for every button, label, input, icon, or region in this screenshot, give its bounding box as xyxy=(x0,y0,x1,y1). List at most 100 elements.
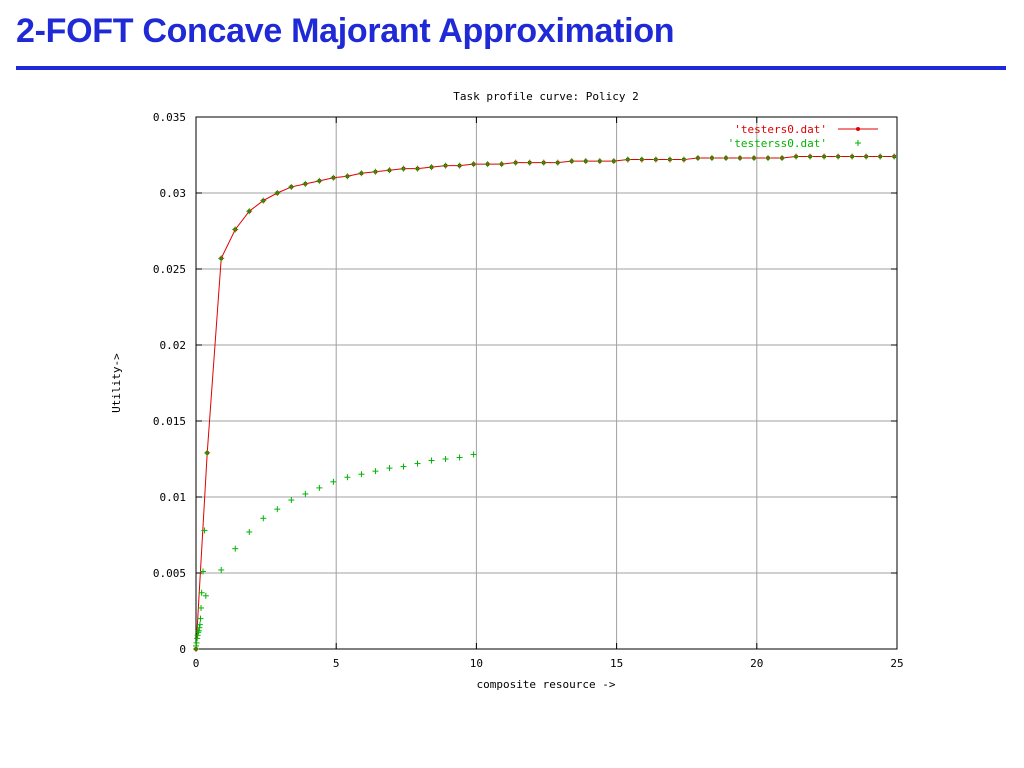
data-point-overlay xyxy=(779,155,786,162)
grid xyxy=(196,117,897,649)
data-point-overlay xyxy=(835,153,842,160)
x-tick-label: 15 xyxy=(610,657,623,670)
axes: 0 5 10 15 20 25 0 0.005 0.01 0.015 0.02 0.025 0.03 0.… xyxy=(153,111,904,670)
data-point xyxy=(194,632,201,639)
data-point-overlay xyxy=(708,155,715,162)
data-point-overlay xyxy=(456,162,463,169)
data-point-overlay xyxy=(302,180,309,187)
series-2 xyxy=(193,451,477,649)
legend-label: 'testers0.dat' xyxy=(734,123,827,136)
data-point-overlay xyxy=(624,156,631,163)
data-point xyxy=(316,484,323,491)
y-tick-label: 0.035 xyxy=(153,111,186,124)
data-point xyxy=(330,478,337,485)
data-point-overlay xyxy=(582,158,589,165)
data-point-overlay xyxy=(863,153,870,160)
data-point xyxy=(201,527,208,534)
chart-title: Task profile curve: Policy 2 xyxy=(453,90,638,103)
data-point xyxy=(193,639,200,646)
x-axis-label: composite resource -> xyxy=(476,678,615,691)
y-tick-label: 0.02 xyxy=(160,339,187,352)
data-point-overlay xyxy=(372,168,379,175)
x-tick-label: 20 xyxy=(750,657,763,670)
title-divider xyxy=(16,66,1006,70)
x-tick-label: 5 xyxy=(333,657,340,670)
plot-frame xyxy=(195,116,898,650)
data-point xyxy=(232,545,239,552)
y-tick-label: 0.005 xyxy=(153,567,186,580)
data-point xyxy=(196,621,203,628)
data-point-overlay xyxy=(246,208,253,215)
data-point xyxy=(195,627,202,634)
data-point xyxy=(456,454,463,461)
data-point-overlay xyxy=(849,153,856,160)
x-tick-label: 10 xyxy=(470,657,483,670)
data-point-overlay xyxy=(442,162,449,169)
y-axis-label: Utility-> xyxy=(110,353,123,413)
legend-label: 'testerss0.dat' xyxy=(728,137,827,150)
data-point xyxy=(428,457,435,464)
data-point xyxy=(442,456,449,462)
data-point-overlay xyxy=(765,155,772,162)
data-point xyxy=(194,635,201,642)
data-point-overlay xyxy=(232,226,239,233)
data-point xyxy=(197,615,204,622)
data-point xyxy=(358,471,365,478)
data-point-overlay xyxy=(750,155,757,162)
data-point-overlay xyxy=(274,190,281,196)
data-point-overlay xyxy=(386,167,393,174)
data-point-overlay xyxy=(330,174,337,181)
data-point-overlay xyxy=(260,197,267,204)
data-point-overlay xyxy=(512,159,519,166)
legend: 'testers0.dat''testerss0.dat' xyxy=(728,123,878,150)
data-point-overlay xyxy=(428,164,435,171)
y-tick-label: 0.015 xyxy=(153,415,186,428)
x-tick-label: 0 xyxy=(193,657,200,670)
data-point xyxy=(372,468,379,475)
legend-marker xyxy=(856,127,860,131)
data-point-overlay xyxy=(568,158,575,165)
data-point-overlay xyxy=(821,153,828,160)
data-point-overlay xyxy=(638,156,645,163)
data-point-overlay xyxy=(540,159,547,166)
series-1 xyxy=(193,153,898,652)
data-point-overlay xyxy=(484,161,491,168)
data-point-overlay xyxy=(470,161,477,168)
data-point-overlay xyxy=(316,177,323,184)
data-point-overlay xyxy=(891,153,898,160)
data-point xyxy=(198,604,205,611)
data-point-overlay xyxy=(807,153,814,160)
data-point-overlay xyxy=(652,156,659,163)
y-tick-label: 0.03 xyxy=(160,187,187,200)
data-point-overlay xyxy=(666,156,673,163)
data-point xyxy=(193,642,199,649)
data-point-overlay xyxy=(596,158,603,165)
x-tick-label: 25 xyxy=(890,657,903,670)
y-tick-label: 0.01 xyxy=(160,491,187,504)
data-point-overlay xyxy=(400,165,407,172)
data-point xyxy=(260,515,267,522)
data-point-overlay xyxy=(218,255,225,262)
data-point-overlay xyxy=(877,153,884,160)
data-point-overlay xyxy=(414,165,421,172)
data-point xyxy=(200,568,207,575)
data-point xyxy=(288,497,295,504)
series xyxy=(193,153,898,652)
data-point-overlay xyxy=(358,170,365,177)
data-point xyxy=(196,624,203,631)
data-point xyxy=(400,463,407,470)
data-point xyxy=(344,474,351,481)
data-point xyxy=(198,589,205,596)
data-point-overlay xyxy=(793,153,800,160)
data-point-overlay xyxy=(736,155,743,162)
y-tick-label: 0 xyxy=(179,643,186,656)
data-point xyxy=(246,528,253,535)
data-point xyxy=(218,566,225,573)
data-point-overlay xyxy=(204,449,211,456)
data-point xyxy=(274,506,281,513)
data-point-overlay xyxy=(344,173,351,180)
data-point xyxy=(470,451,477,458)
data-point-overlay xyxy=(288,183,295,190)
data-point xyxy=(302,490,309,497)
